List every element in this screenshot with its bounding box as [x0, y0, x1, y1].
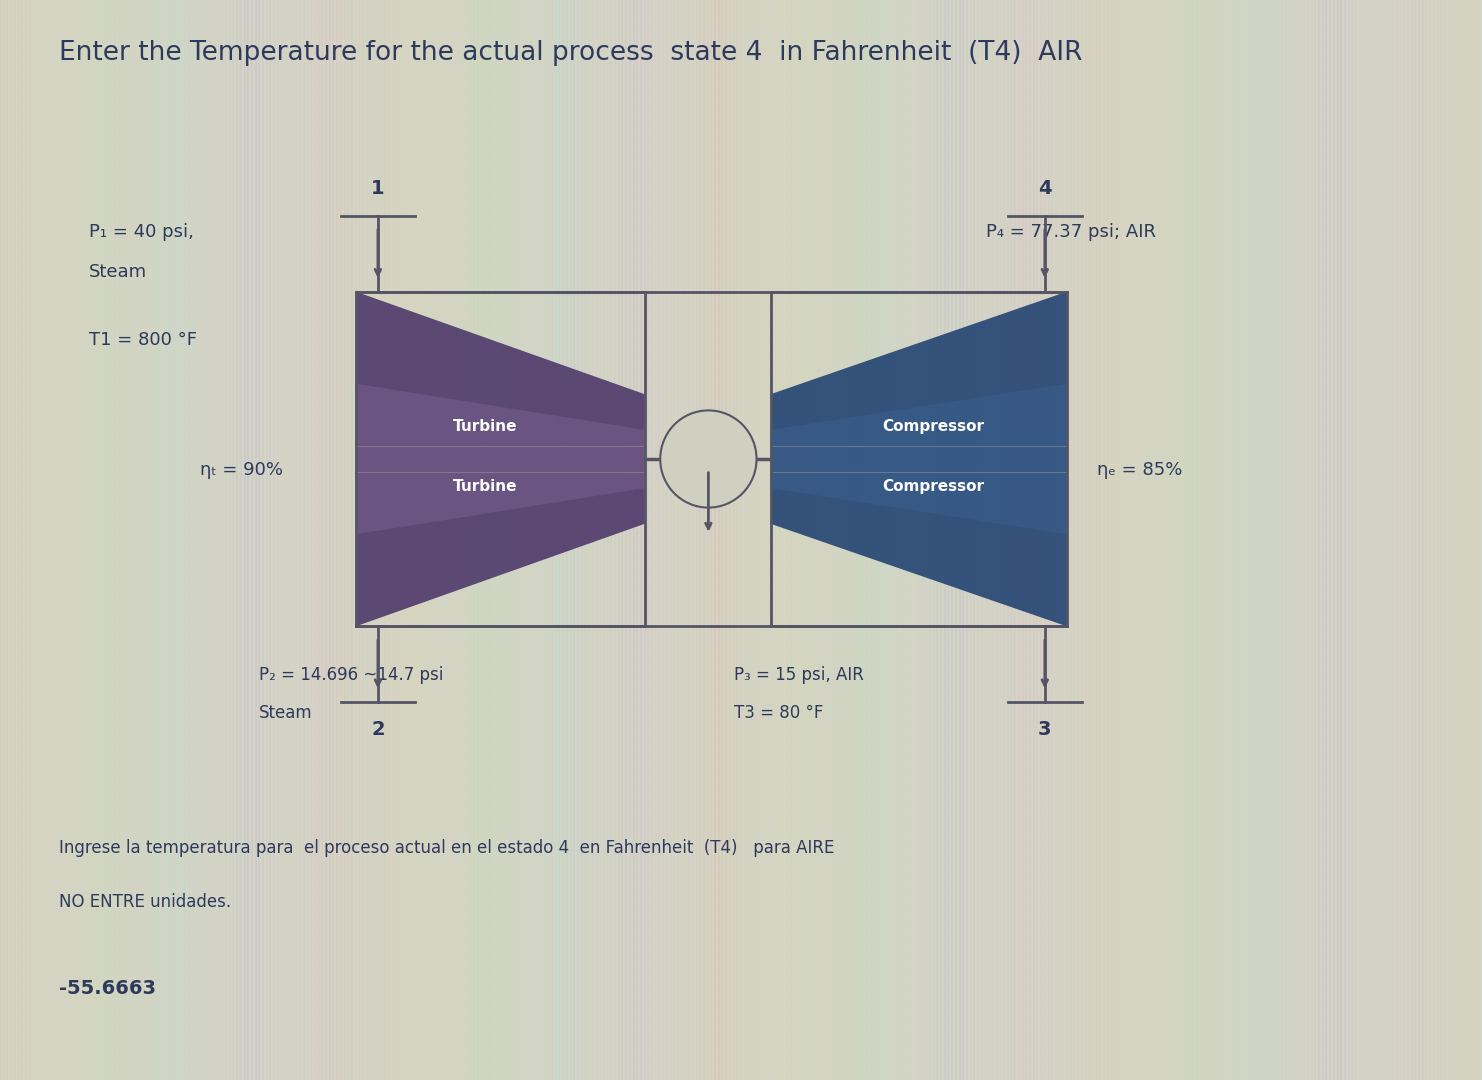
Text: 2: 2 [370, 719, 385, 739]
Text: -55.6663: -55.6663 [59, 978, 156, 998]
Bar [356, 292, 645, 626]
Text: P₂ = 14.696 ~14.7 psi: P₂ = 14.696 ~14.7 psi [259, 666, 443, 684]
Ellipse shape [659, 410, 756, 508]
Text: 4: 4 [1037, 179, 1052, 199]
Text: Turbine: Turbine [453, 419, 517, 434]
Text: NO ENTRE unidades.: NO ENTRE unidades. [59, 893, 231, 910]
Text: Compressor: Compressor [883, 419, 984, 434]
Text: ηₜ = 90%: ηₜ = 90% [200, 461, 283, 478]
Polygon shape [771, 292, 1067, 626]
Text: Compressor: Compressor [883, 478, 984, 494]
Text: Enter the Temperature for the actual process  state 4  in Fahrenheit  (T4)  AIR: Enter the Temperature for the actual pro… [59, 40, 1083, 66]
Text: P₄ = 77.37 psi; AIR: P₄ = 77.37 psi; AIR [986, 224, 1156, 241]
Text: Turbine: Turbine [453, 478, 517, 494]
Polygon shape [356, 383, 645, 535]
Text: T1 = 800 °F: T1 = 800 °F [89, 332, 197, 349]
Text: ηₑ = 85%: ηₑ = 85% [1097, 461, 1183, 478]
Text: P₃ = 15 psi, AIR: P₃ = 15 psi, AIR [734, 666, 864, 684]
Bar [771, 292, 1067, 626]
Polygon shape [771, 383, 1067, 535]
Text: Steam: Steam [259, 704, 313, 721]
Text: 1: 1 [370, 179, 385, 199]
Text: Steam: Steam [89, 264, 147, 281]
Text: P₁ = 40 psi,: P₁ = 40 psi, [89, 224, 194, 241]
Polygon shape [356, 292, 645, 626]
Text: T3 = 80 °F: T3 = 80 °F [734, 704, 823, 721]
Text: Ingrese la temperatura para  el proceso actual en el estado 4  en Fahrenheit  (T: Ingrese la temperatura para el proceso a… [59, 839, 834, 856]
Text: 3: 3 [1037, 719, 1052, 739]
